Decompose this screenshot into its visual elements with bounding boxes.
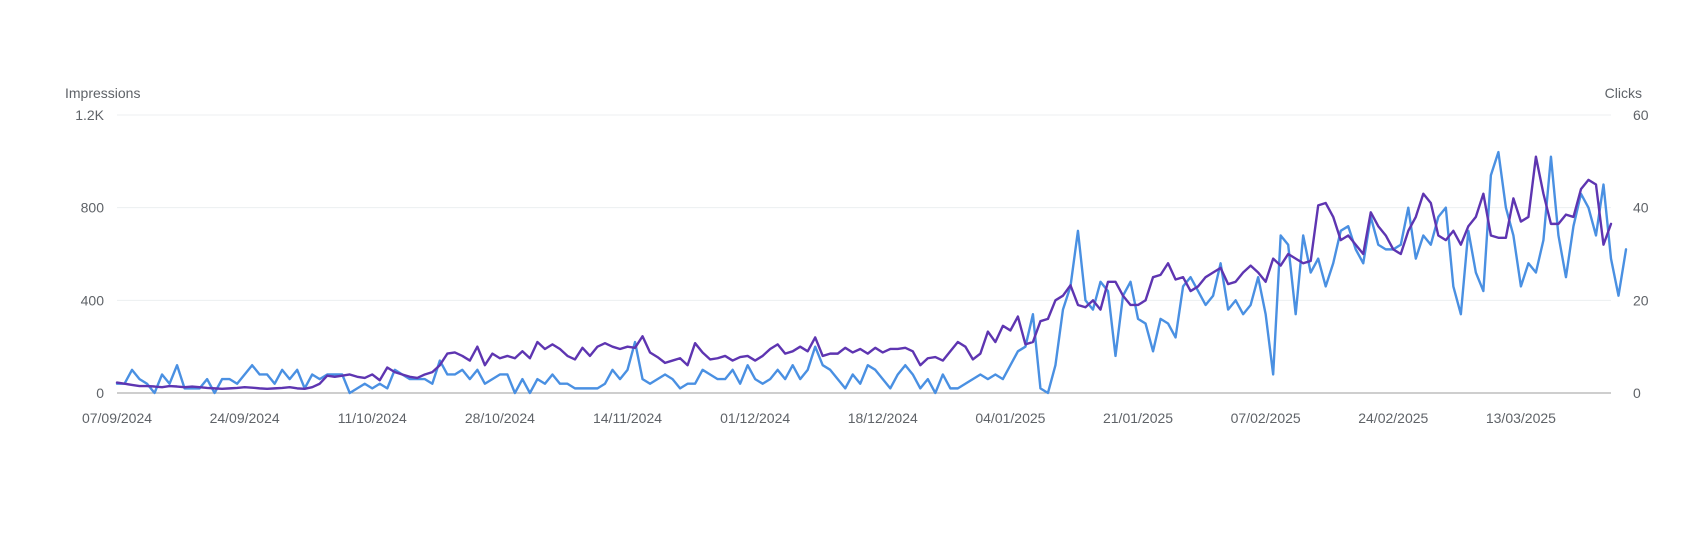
x-tick-label: 18/12/2024 [848, 410, 918, 426]
left-tick-label: 400 [81, 292, 105, 308]
x-tick-label: 11/10/2024 [338, 410, 407, 426]
impressions-series-line [115, 155, 1613, 391]
x-tick-label: 13/03/2025 [1486, 410, 1556, 426]
left-tick-label: 1.2K [75, 107, 104, 123]
left-axis-title: Impressions [65, 85, 140, 101]
x-tick-label: 01/12/2024 [720, 410, 790, 426]
right-tick-label: 40 [1633, 200, 1649, 216]
clicks-series-line [115, 150, 1628, 395]
x-tick-label: 04/01/2025 [975, 410, 1045, 426]
left-tick-label: 0 [96, 385, 104, 401]
axis-layer: Impressions Clicks 0 400 800 1.2K 0 20 40 60 [65, 85, 1649, 401]
x-axis-labels: 07/09/2024 24/09/2024 11/10/2024 28/10/2024… [82, 410, 1556, 426]
left-tick-label: 800 [81, 200, 105, 216]
series-layer [115, 150, 1628, 395]
grid-layer [117, 114, 1611, 394]
x-tick-label: 21/01/2025 [1103, 410, 1173, 426]
right-axis-title: Clicks [1605, 85, 1642, 101]
right-tick-label: 20 [1633, 292, 1649, 308]
x-tick-label: 07/02/2025 [1231, 410, 1301, 426]
x-tick-label: 14/11/2024 [593, 410, 662, 426]
x-tick-label: 07/09/2024 [82, 410, 152, 426]
right-tick-label: 60 [1633, 107, 1649, 123]
x-tick-label: 28/10/2024 [465, 410, 535, 426]
x-tick-label: 24/09/2024 [210, 410, 280, 426]
right-tick-label: 0 [1633, 385, 1641, 401]
x-tick-label: 24/02/2025 [1358, 410, 1428, 426]
